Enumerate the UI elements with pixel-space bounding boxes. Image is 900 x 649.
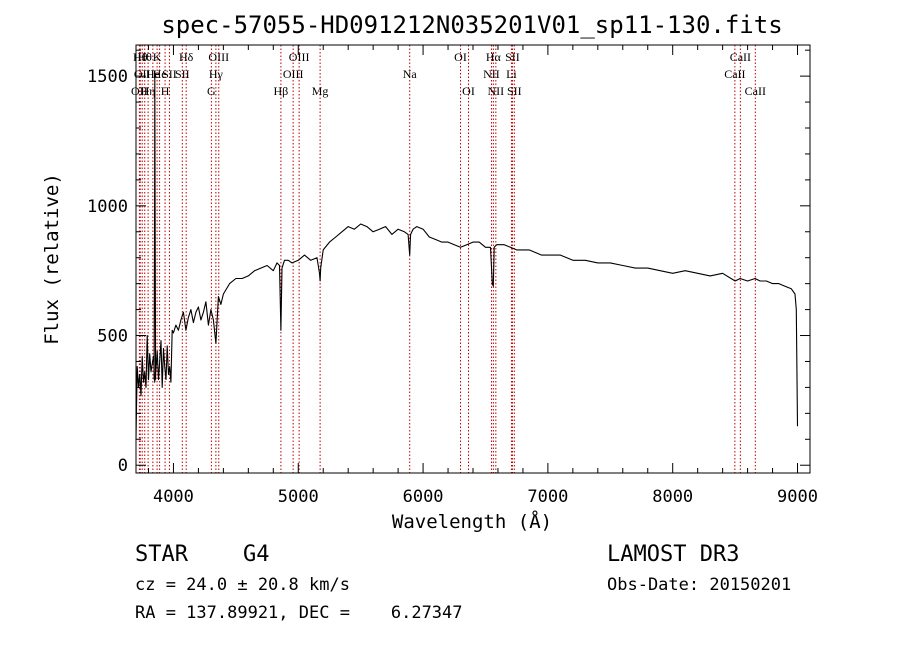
object-class: STAR <box>135 542 189 567</box>
line-label-13: Hγ <box>209 67 224 81</box>
line-label-17: OIII <box>289 50 310 64</box>
line-label-10: SII <box>175 67 190 81</box>
redshift-text: cz = 24.0 ± 20.8 km/s <box>135 575 350 595</box>
line-label-22: NII <box>483 67 500 81</box>
x-tick-label: 8000 <box>652 487 693 507</box>
line-label-9: SII <box>162 67 177 81</box>
line-label-25: Li <box>506 67 517 81</box>
line-label-14: OIII <box>208 50 229 64</box>
x-tick-label: 7000 <box>527 487 568 507</box>
spectrum-series <box>135 70 799 440</box>
coordinates-text: RA = 137.89921, DEC = 6.27347 <box>135 603 463 623</box>
line-label-28: CaII <box>724 67 745 81</box>
line-label-5: He <box>146 67 160 81</box>
line-label-0: OII <box>131 84 148 98</box>
y-tick-label: 1500 <box>87 67 128 87</box>
x-tick-label: 5000 <box>278 487 319 507</box>
plot-frame <box>135 44 811 474</box>
y-tick-label: 0 <box>118 456 128 476</box>
line-label-19: Na <box>403 67 418 81</box>
y-tick-label: 500 <box>97 327 128 347</box>
line-label-11: Hδ <box>179 50 194 64</box>
spectral-line-labels: OIIHθOIIHθHηHeKHeHSIISIIHδGHγOIIIHβOIIIO… <box>131 50 766 98</box>
y-tick-label: 1000 <box>87 197 128 217</box>
series-flux <box>135 223 799 440</box>
x-tick-label: 6000 <box>403 487 444 507</box>
line-label-16: OIII <box>283 67 304 81</box>
chart-title: spec-57055-HD091212N035201V01_sp11-130.f… <box>161 11 782 39</box>
line-label-8: H <box>161 84 170 98</box>
line-label-12: G <box>207 84 216 98</box>
x-axis-ticks: 4000 5000 6000 7000 8000 9000 <box>147 45 818 507</box>
line-label-6: K <box>153 50 162 64</box>
y-axis-label: Flux (relative) <box>41 173 63 345</box>
line-label-3: Hθ <box>138 50 153 64</box>
x-tick-label: 9000 <box>777 487 818 507</box>
line-label-30: CaII <box>745 84 766 98</box>
line-label-20: OI <box>454 50 467 64</box>
line-label-2: OII <box>134 67 151 81</box>
line-label-15: Hβ <box>274 84 289 98</box>
line-label-1: Hθ <box>133 50 148 64</box>
line-label-27: SII <box>507 84 522 98</box>
y-axis-ticks: 0 500 1000 1500 <box>87 49 810 476</box>
spectral-line-markers <box>138 45 756 473</box>
object-subclass: G4 <box>243 542 270 567</box>
line-label-7: He <box>153 67 167 81</box>
line-label-4: Hη <box>141 84 156 98</box>
line-label-18: Mg <box>312 84 329 98</box>
series-spike <box>153 70 157 380</box>
line-label-23: Hα <box>486 50 502 64</box>
line-label-26: SII <box>505 50 520 64</box>
x-axis-label: Wavelength (Å) <box>392 510 552 533</box>
observation-date: Obs-Date: 20150201 <box>607 575 791 595</box>
survey-name: LAMOST DR3 <box>607 542 739 567</box>
line-label-29: CaII <box>730 50 751 64</box>
line-label-21: OI <box>462 84 475 98</box>
line-label-24: NII <box>488 84 505 98</box>
x-tick-label: 4000 <box>153 487 194 507</box>
